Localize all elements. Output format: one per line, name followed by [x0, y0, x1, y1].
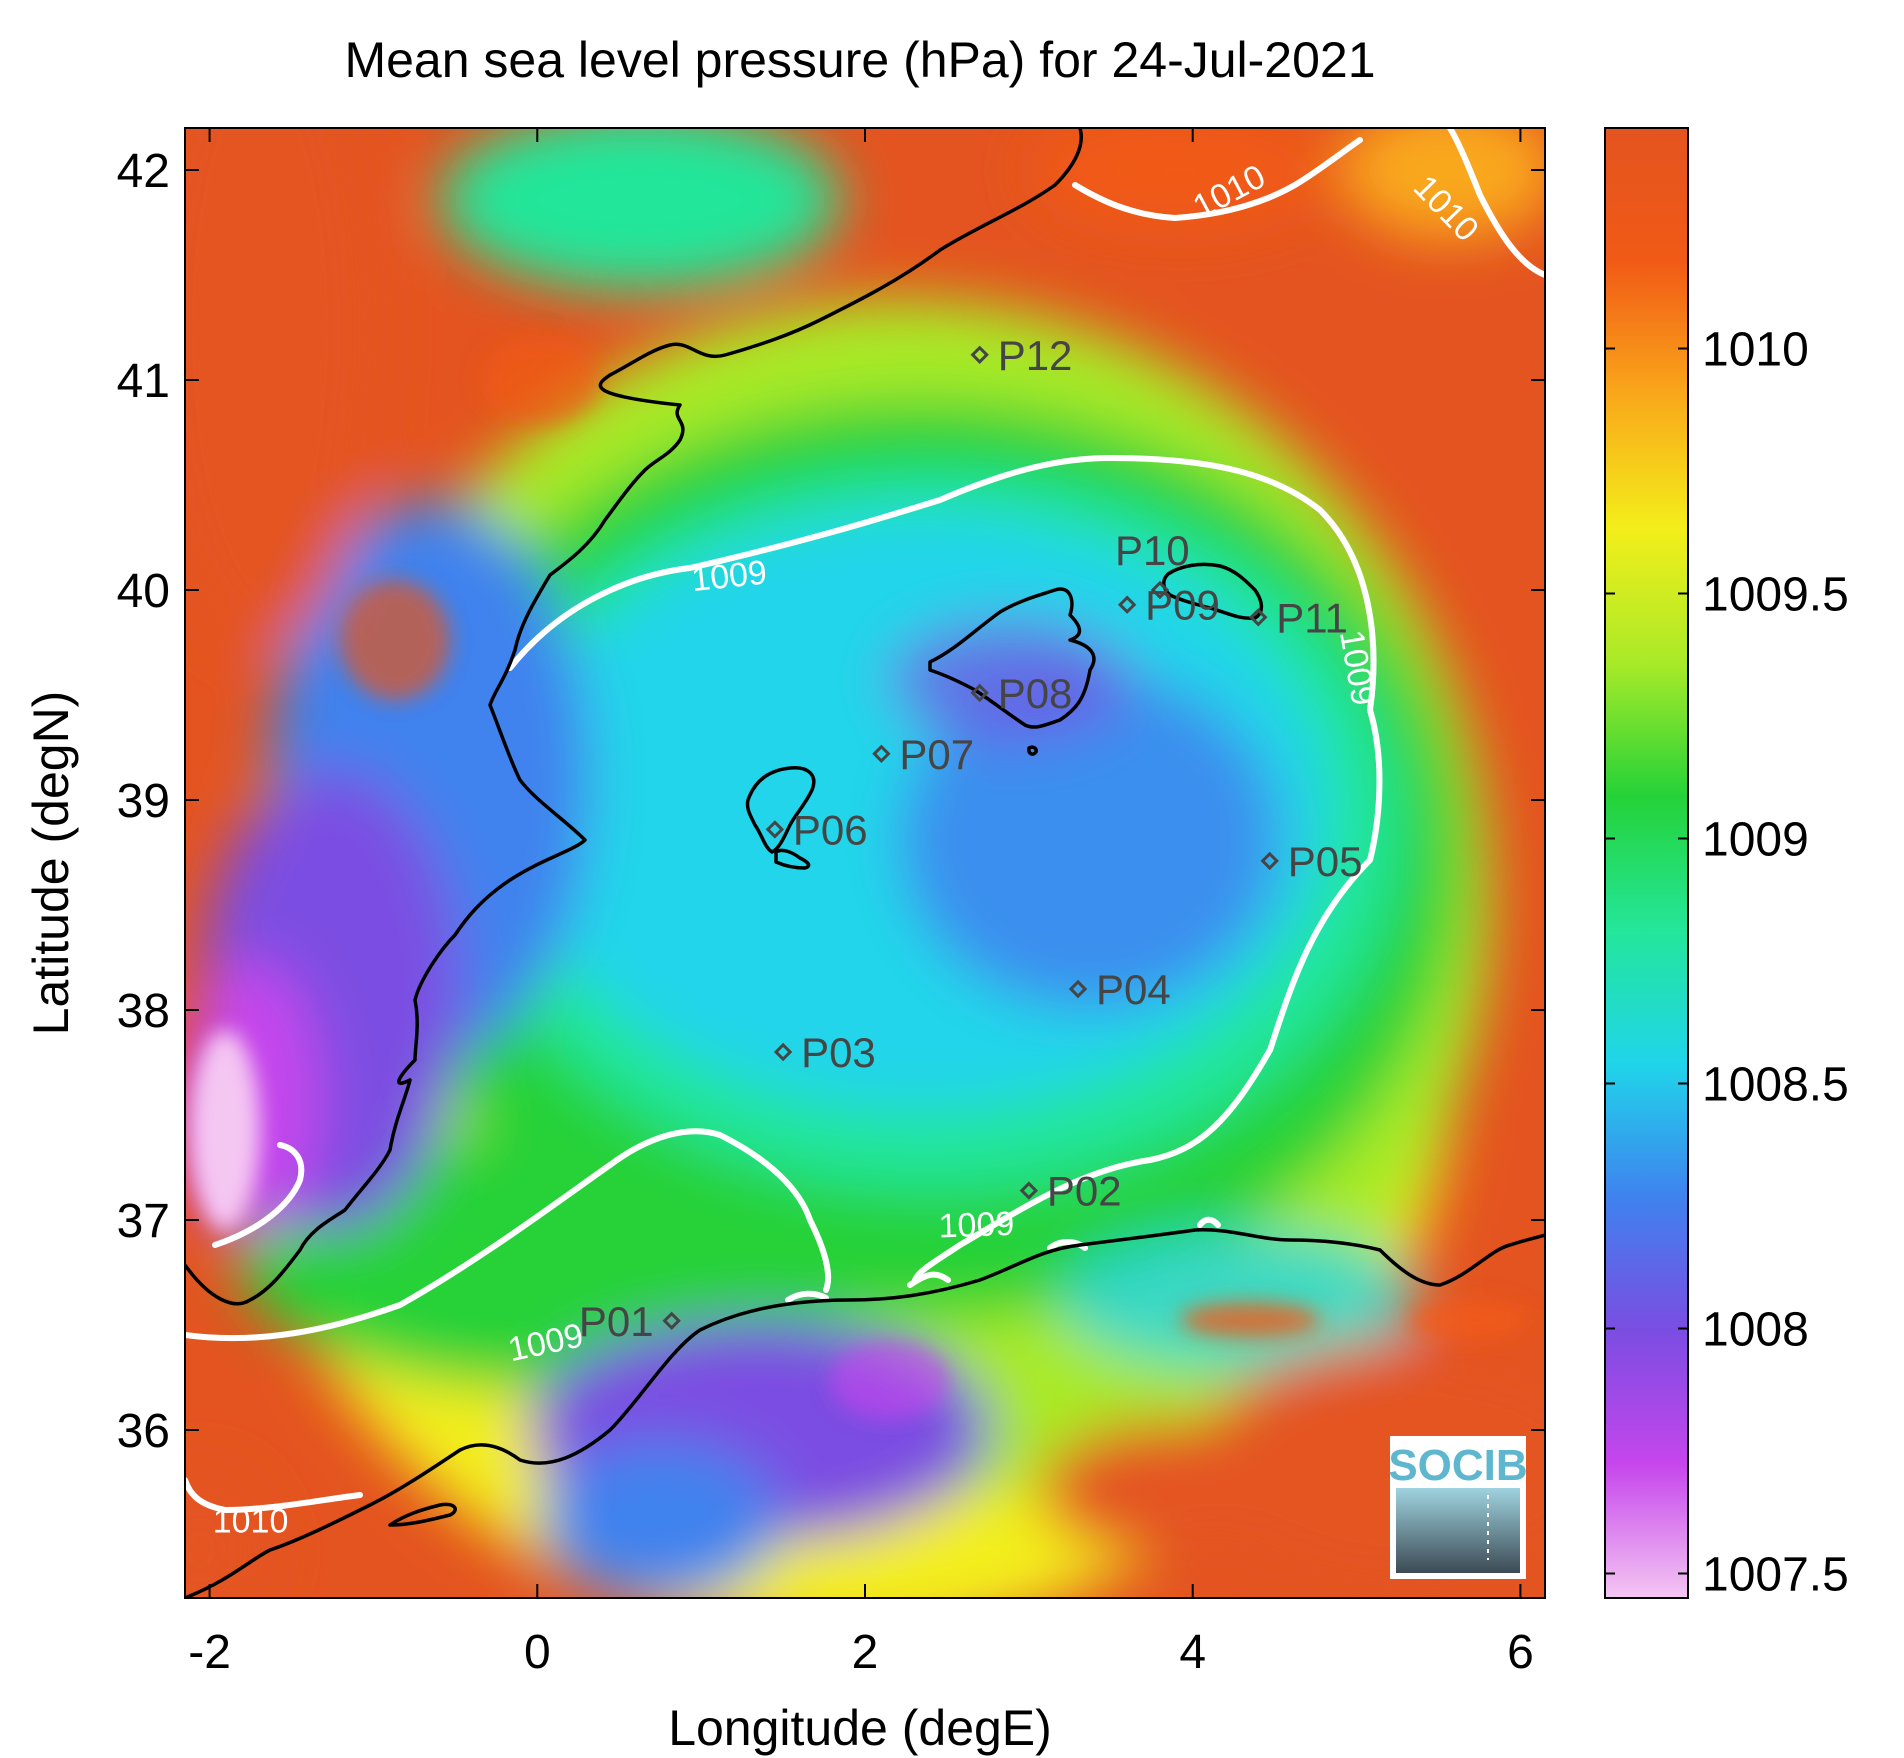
station-marker-icon — [970, 345, 989, 364]
station-p08[interactable]: P08 — [970, 670, 1073, 717]
station-marker-icon — [773, 1042, 793, 1062]
station-p09[interactable]: P09 — [1117, 582, 1220, 629]
contour-label: 1009 — [938, 1205, 1015, 1246]
x-axis: -2 0 2 4 6 — [188, 128, 1534, 1679]
colorbar-tick-label: 1008.5 — [1702, 1059, 1849, 1112]
y-axis-label: Latitude (degN) — [23, 691, 79, 1036]
station-label: P03 — [801, 1029, 876, 1076]
colorbar-tick-label: 1010 — [1702, 324, 1809, 377]
station-label: P04 — [1096, 966, 1171, 1013]
x-tick-label: 6 — [1507, 1626, 1534, 1679]
x-tick-label: -2 — [188, 1626, 231, 1679]
colorbar-tick-label: 1009.5 — [1702, 569, 1849, 622]
station-p05[interactable]: P05 — [1260, 838, 1363, 885]
station-markers: P01 P02 P03 P04 P05 P06 P07 P08 P09 P10 P11 P12 — [579, 332, 1363, 1345]
station-marker-icon — [1249, 608, 1268, 627]
station-label: P11 — [1276, 594, 1348, 641]
station-p02[interactable]: P02 — [1019, 1168, 1122, 1215]
station-marker-icon — [1150, 580, 1170, 600]
iberian-coastline — [185, 128, 1083, 1306]
station-marker-icon — [1117, 595, 1137, 614]
cabrera-coastline — [1027, 745, 1038, 756]
y-tick-label: 41 — [117, 355, 170, 408]
isobars — [185, 128, 1545, 1513]
station-label: P12 — [998, 332, 1073, 379]
socib-logo: SOCIB — [1388, 1436, 1528, 1579]
y-axis: 36 37 38 39 40 41 42 — [117, 145, 1545, 1458]
pressure-field — [185, 128, 1545, 1598]
isobar-fragment-4 — [1197, 1216, 1221, 1228]
x-tick-label: 2 — [852, 1626, 879, 1679]
station-marker-icon — [1019, 1181, 1039, 1200]
station-p10[interactable]: P10 — [1115, 527, 1190, 600]
x-tick-label: 4 — [1179, 1626, 1206, 1679]
isobar-1009-central — [507, 455, 1383, 1283]
north-african-coastline — [185, 1228, 1545, 1598]
colorbar-tick-label: 1007.5 — [1702, 1549, 1849, 1602]
station-p11[interactable]: P11 — [1249, 594, 1348, 641]
contour-label: 1009 — [690, 553, 769, 599]
station-label: P06 — [793, 806, 868, 853]
colorbar-gradient — [1605, 128, 1688, 1598]
isobar-1009-south — [185, 1128, 832, 1342]
pressure-detail — [190, 335, 1530, 1420]
station-label: P10 — [1115, 527, 1190, 574]
station-marker-icon — [1068, 979, 1088, 999]
y-tick-label: 38 — [117, 985, 170, 1038]
isobar-1010-southwest — [185, 1477, 363, 1513]
station-p03[interactable]: P03 — [773, 1029, 876, 1076]
y-tick-label: 42 — [117, 145, 170, 198]
y-tick-label: 37 — [117, 1195, 170, 1248]
station-p12[interactable]: P12 — [970, 332, 1073, 379]
colorbar-frame — [1604, 127, 1689, 1599]
y-tick-label: 40 — [117, 565, 170, 618]
colorbar: 1007.5 1008 1008.5 1009 1009.5 1010 — [1604, 127, 1849, 1602]
isobar-fragment-1 — [785, 1290, 829, 1303]
station-p07[interactable]: P07 — [872, 731, 974, 778]
ibiza-coastline — [745, 766, 816, 854]
station-marker-icon — [970, 683, 989, 703]
x-tick-label: 0 — [524, 1626, 551, 1679]
isobar-1010-northeast — [1447, 128, 1545, 278]
isobar-fragment-2 — [907, 1271, 951, 1288]
x-axis-label: Longitude (degE) — [668, 1700, 1052, 1756]
colorbar-ticks: 1007.5 1008 1008.5 1009 1009.5 1010 — [1605, 324, 1849, 1602]
station-label: P08 — [998, 670, 1073, 717]
station-label: P01 — [579, 1298, 654, 1345]
station-marker-icon — [872, 744, 891, 763]
menorca-coastline — [1162, 562, 1264, 621]
map-plot-area — [185, 128, 1545, 1598]
station-p01[interactable]: P01 — [579, 1298, 681, 1345]
station-label: P09 — [1145, 582, 1220, 629]
formentera-coastline — [774, 848, 811, 870]
map-title: Mean sea level pressure (hPa) for 24-Jul… — [344, 32, 1375, 88]
y-tick-label: 36 — [117, 1405, 170, 1458]
alboran-coastline — [388, 1502, 457, 1527]
mallorca-coastline — [928, 587, 1096, 729]
station-label: P07 — [899, 731, 974, 778]
y-tick-label: 39 — [117, 775, 170, 828]
station-marker-icon — [662, 1311, 681, 1330]
isobar-1010-north — [1072, 137, 1363, 221]
station-p06[interactable]: P06 — [765, 806, 868, 853]
colorbar-tick-label: 1008 — [1702, 1304, 1809, 1357]
station-marker-icon — [1260, 851, 1279, 871]
logo-text: SOCIB — [1388, 1441, 1527, 1490]
colorbar-tick-label: 1009 — [1702, 814, 1809, 867]
coastlines — [185, 128, 1545, 1598]
contour-label: 1010 — [213, 1502, 289, 1540]
station-label: P02 — [1047, 1168, 1122, 1215]
isobar-1010-west — [212, 1142, 305, 1248]
station-p04[interactable]: P04 — [1068, 966, 1171, 1013]
station-label: P05 — [1288, 838, 1363, 885]
station-marker-icon — [765, 820, 785, 839]
